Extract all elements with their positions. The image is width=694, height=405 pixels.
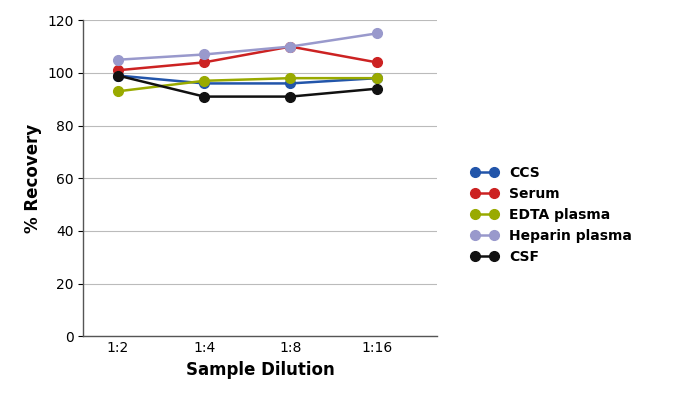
Line: EDTA plasma: EDTA plasma: [113, 73, 382, 96]
CSF: [373, 86, 381, 91]
CCS: [373, 76, 381, 81]
Line: Serum: Serum: [113, 42, 382, 75]
CSF: [200, 94, 208, 99]
Heparin plasma: [373, 31, 381, 36]
Serum: [373, 60, 381, 65]
Legend: CCS, Serum, EDTA plasma, Heparin plasma, CSF: CCS, Serum, EDTA plasma, Heparin plasma,…: [465, 161, 638, 270]
EDTA plasma: [114, 89, 122, 94]
CCS: [114, 73, 122, 78]
X-axis label: Sample Dilution: Sample Dilution: [186, 360, 335, 379]
Line: CCS: CCS: [113, 70, 382, 88]
Heparin plasma: [200, 52, 208, 57]
EDTA plasma: [200, 79, 208, 83]
EDTA plasma: [373, 76, 381, 81]
CCS: [287, 81, 295, 86]
Serum: [287, 44, 295, 49]
EDTA plasma: [287, 76, 295, 81]
Serum: [114, 68, 122, 73]
CSF: [114, 73, 122, 78]
Y-axis label: % Recovery: % Recovery: [24, 124, 42, 233]
CCS: [200, 81, 208, 86]
CSF: [287, 94, 295, 99]
Line: Heparin plasma: Heparin plasma: [113, 28, 382, 65]
Heparin plasma: [287, 44, 295, 49]
Line: CSF: CSF: [113, 70, 382, 102]
Heparin plasma: [114, 58, 122, 62]
Serum: [200, 60, 208, 65]
